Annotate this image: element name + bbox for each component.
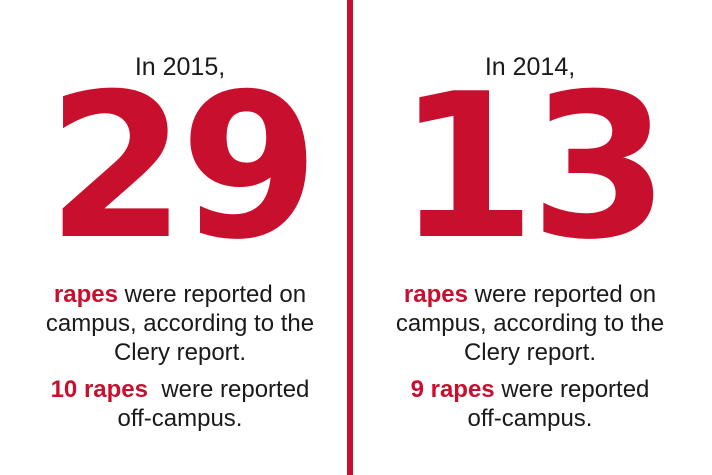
off-line-1-rest: were reported bbox=[494, 376, 650, 403]
desc-line-1-rest: were reported on bbox=[467, 281, 657, 308]
big-number-2015: 29 bbox=[46, 51, 319, 284]
desc-line-1: rapes were reported on bbox=[380, 280, 680, 309]
highlight-off-count: 9 rapes bbox=[410, 376, 495, 403]
off-line-2: off-campus. bbox=[467, 405, 593, 432]
big-number-2014: 13 bbox=[396, 51, 669, 284]
off-campus-description-2014: 9 rapes were reported off-campus. bbox=[380, 375, 680, 433]
panel-2014: In 2014, 13 rapes were reported on campu… bbox=[380, 0, 680, 475]
desc-line-3: Clery report. bbox=[113, 339, 247, 366]
on-campus-description-2015: rapes were reported on campus, according… bbox=[30, 280, 330, 367]
highlight-rapes: rapes bbox=[53, 281, 118, 308]
off-line-1-rest: were reported bbox=[147, 376, 310, 403]
desc-line-3: Clery report. bbox=[463, 339, 597, 366]
desc-line-1: rapes were reported on bbox=[30, 280, 330, 309]
center-divider bbox=[347, 0, 353, 475]
off-campus-description-2015: 10 rapes were reported off-campus. bbox=[30, 375, 330, 433]
off-line-1: 9 rapes were reported bbox=[380, 375, 680, 404]
desc-line-1-rest: were reported on bbox=[117, 281, 307, 308]
on-campus-description-2014: rapes were reported on campus, according… bbox=[380, 280, 680, 367]
highlight-rapes: rapes bbox=[403, 281, 468, 308]
highlight-off-count: 10 rapes bbox=[50, 376, 148, 403]
desc-line-2: campus, according to the bbox=[45, 310, 315, 337]
year-label-2015: In 2015, bbox=[134, 53, 226, 81]
off-line-1: 10 rapes were reported bbox=[30, 375, 330, 404]
year-label-2014: In 2014, bbox=[484, 53, 576, 81]
panel-2015: In 2015, 29 rapes were reported on campu… bbox=[30, 0, 330, 475]
desc-line-2: campus, according to the bbox=[395, 310, 665, 337]
off-line-2: off-campus. bbox=[117, 405, 243, 432]
